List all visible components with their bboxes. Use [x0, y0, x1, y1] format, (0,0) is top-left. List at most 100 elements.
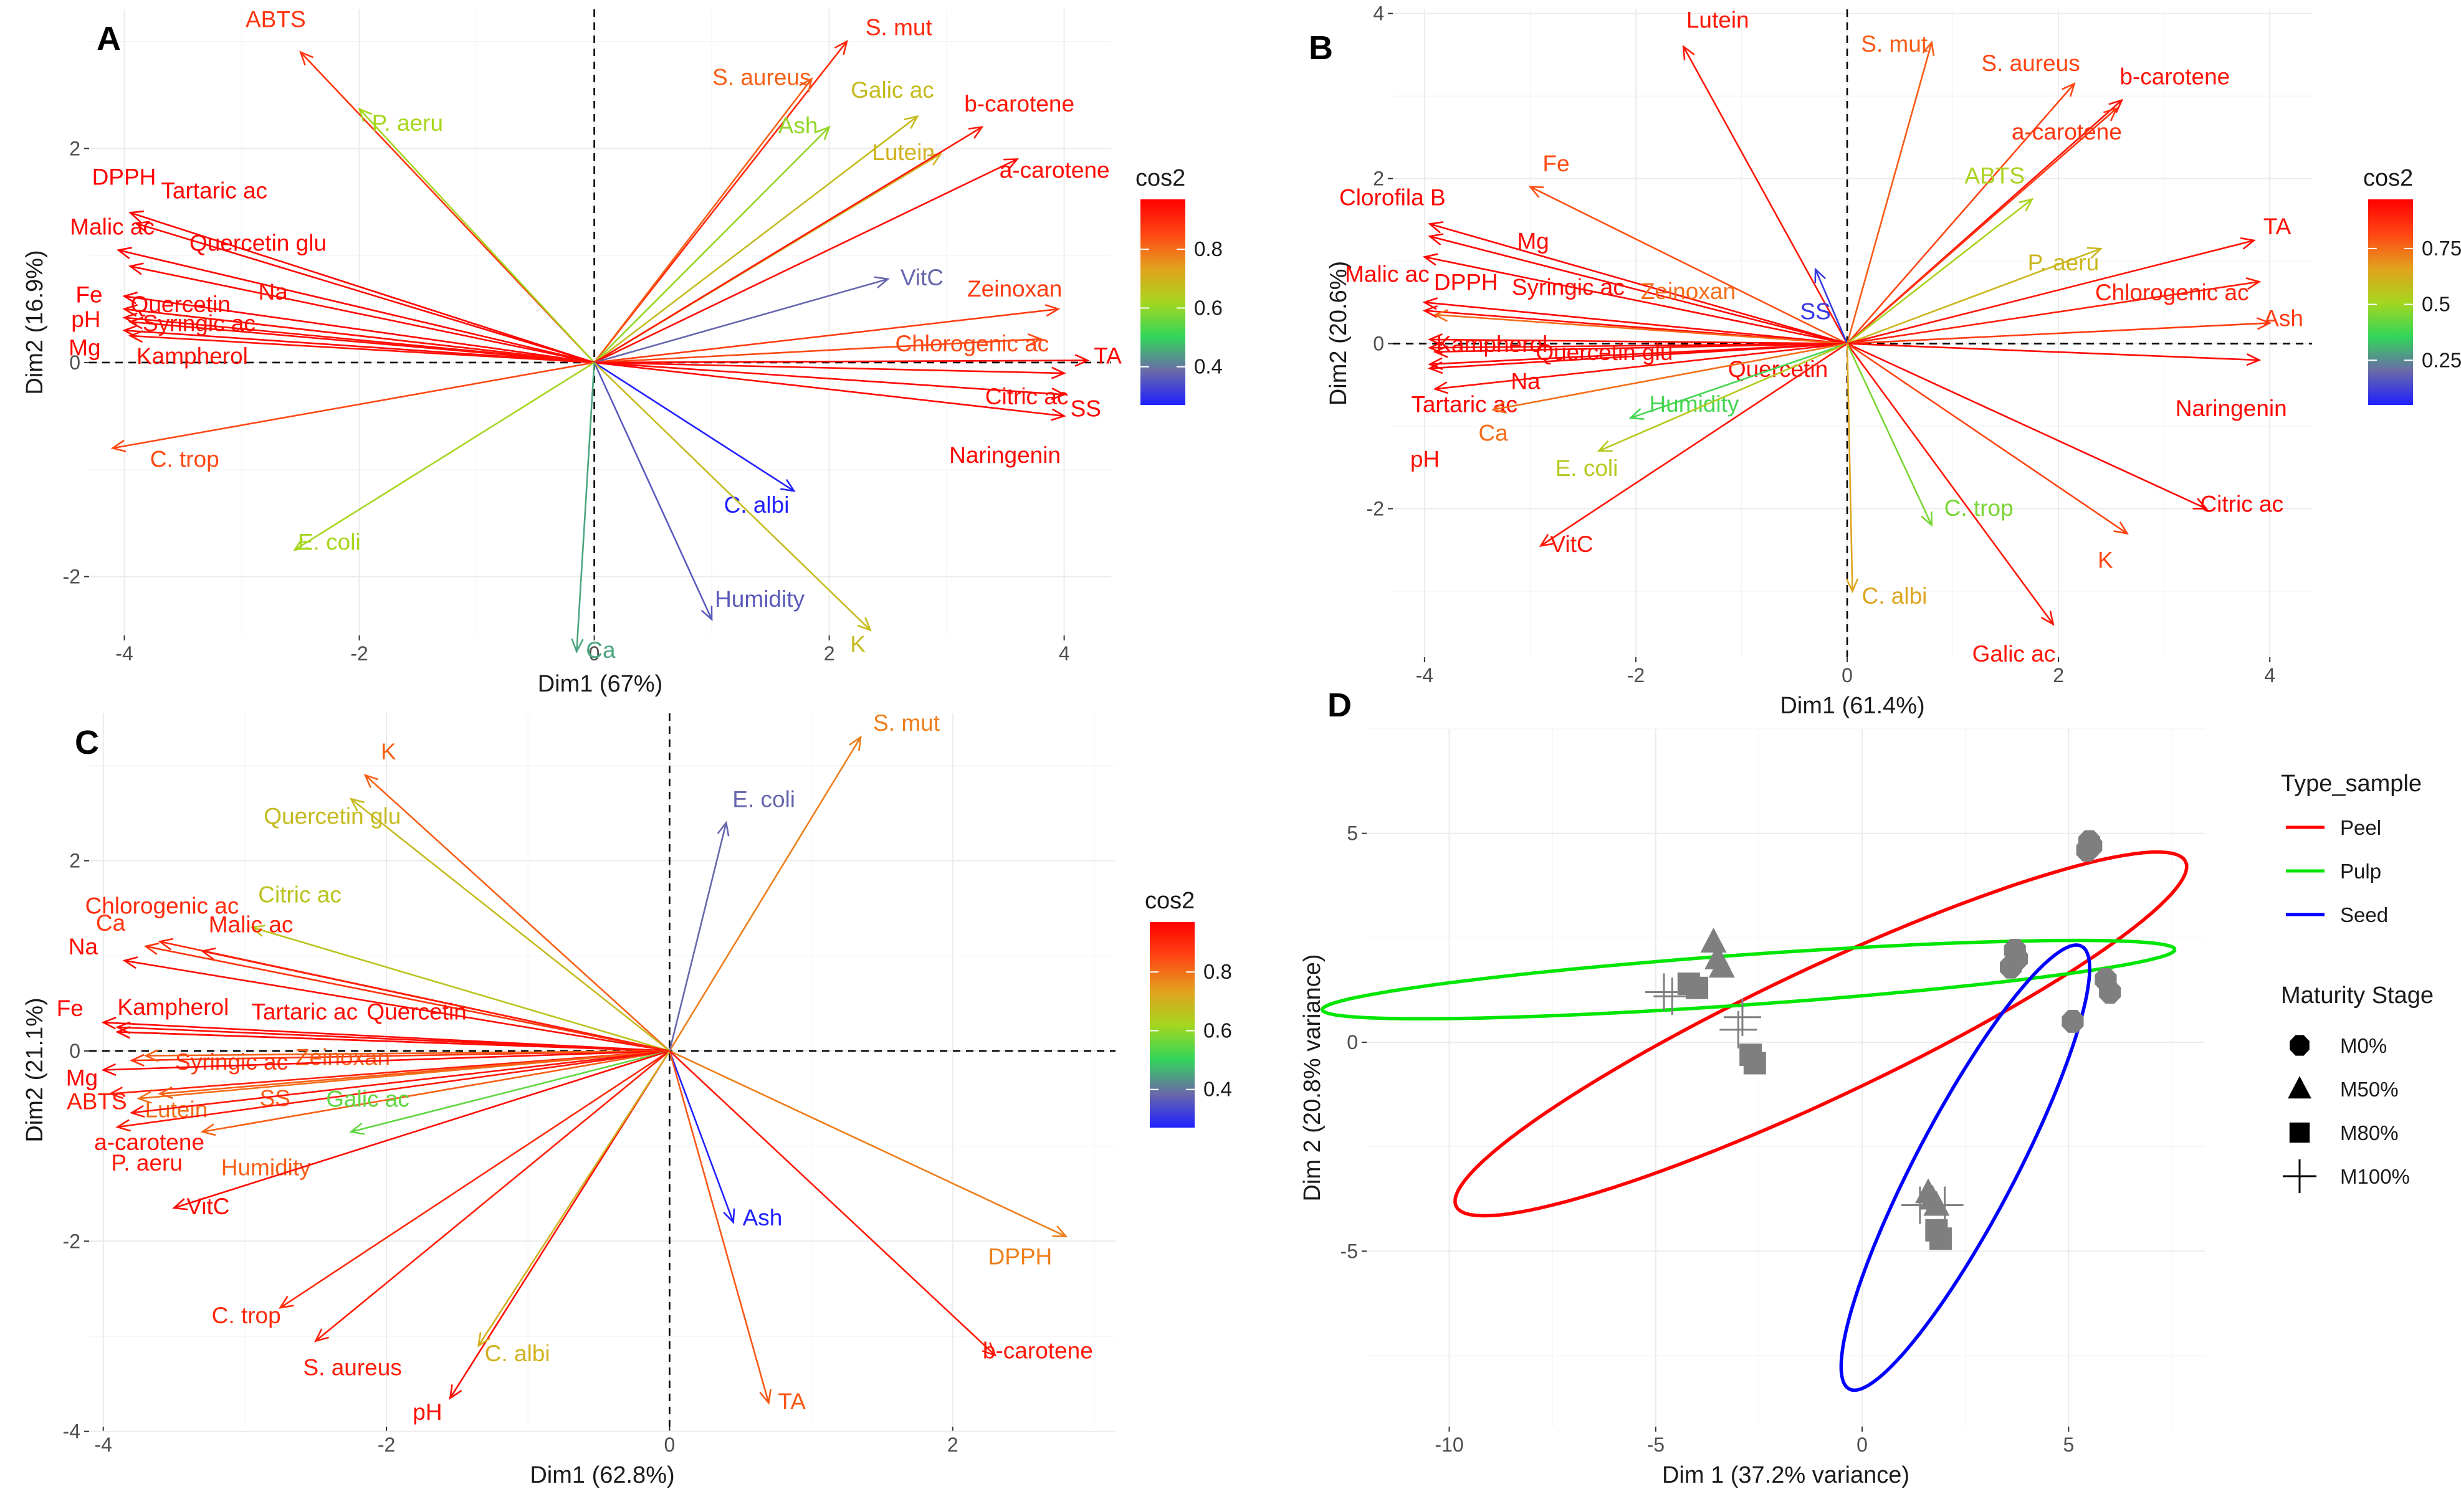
variable-e-coli: E. coli	[293, 361, 595, 555]
label-naringenin: Naringenin	[2176, 396, 2287, 421]
variable-s-aureus: S. aureus	[303, 1050, 671, 1381]
arrowhead-a-carotene	[1003, 158, 1020, 171]
arrowhead-quercetin	[1433, 345, 1448, 358]
label-ca: Ca	[586, 637, 616, 663]
variable-dpph: DPPH	[669, 1050, 1068, 1270]
variable-c-trop: C. trop	[212, 1050, 671, 1328]
label-fe: Fe	[1542, 151, 1569, 176]
arrowhead-ca	[1491, 401, 1507, 414]
label-b-carotene: b-carotene	[964, 91, 1074, 116]
arrowhead-chlorogenic-ac	[158, 938, 174, 951]
arrowhead-syringic-ac	[1422, 305, 1438, 318]
label-ash: Ash	[778, 113, 818, 138]
colorbar-tick-label: 0.8	[1203, 960, 1232, 983]
label-quercetin: Quercetin	[1728, 356, 1828, 382]
arrowhead-naringenin	[2246, 353, 2262, 366]
label-malic-ac: Malic ac	[1345, 261, 1430, 287]
label-tartaric-ac: Tartaric ac	[251, 999, 358, 1024]
arrow-s-aureus	[1847, 83, 2075, 345]
label-vitc: VitC	[901, 265, 944, 290]
label-ss: SS	[1071, 396, 1101, 421]
label-zeinoxan: Zeinoxan	[967, 276, 1062, 302]
y-axis-title: Dim2 (16.9%)	[22, 250, 48, 394]
arrow-ss	[1814, 269, 1848, 345]
label-s-mut: S. mut	[873, 710, 940, 736]
label-c-trop: C. trop	[212, 1303, 281, 1328]
x-axis-title: Dim1 (62.8%)	[530, 1462, 674, 1488]
label-chlorogenic-ac: Chlorogenic ac	[2095, 280, 2249, 305]
arrowhead-chlorogenic-ac	[1027, 333, 1043, 346]
variable-s-aureus: S. aureus	[1847, 50, 2080, 345]
arrowhead-ss	[1814, 267, 1827, 283]
arrow-p-aeru	[1847, 247, 2101, 345]
cos2-legend: cos2 0.25 0.5 0.75	[2363, 165, 2461, 405]
label-zeinoxan: Zeinoxan	[1641, 278, 1736, 304]
x-tick-label: 0	[664, 1434, 676, 1456]
arrowhead-quercetin-glu	[128, 262, 144, 275]
arrowhead-ta	[2240, 237, 2256, 250]
legend-label-m100: M100%	[2340, 1165, 2410, 1188]
label-a-carotene: a-carotene	[1000, 158, 1110, 183]
arrowhead-ca	[143, 942, 160, 955]
arrow-chlorogenic-ac	[1847, 280, 2260, 345]
arrowhead-a-carotene	[2103, 107, 2118, 121]
variable-fe: Fe	[1528, 151, 1848, 345]
label-a-carotene: a-carotene	[2012, 119, 2122, 145]
label-fe: Fe	[57, 996, 84, 1021]
arrow-zeinoxan	[594, 308, 1059, 364]
y-tick-label: 0	[69, 1040, 80, 1062]
arrow-ph	[1435, 343, 1848, 390]
arrowhead-malic-ac	[117, 247, 132, 259]
label-ph: pH	[1410, 446, 1440, 472]
arrow-humidity	[202, 1050, 670, 1133]
label-ph: pH	[71, 307, 100, 332]
arrowhead-ash	[2257, 317, 2272, 330]
label-e-coli: E. coli	[298, 530, 361, 555]
arrow-ca	[1493, 343, 1848, 411]
legend-label-m80: M80%	[2340, 1121, 2399, 1144]
variable-s-mut: S. mut	[593, 15, 932, 363]
colorbar-tick-label: 0.6	[1194, 296, 1223, 319]
variable-kampherol: Kampherol	[1428, 331, 1848, 357]
arrowhead-naringenin	[1051, 408, 1066, 421]
arrow-e-coli	[1598, 343, 1848, 452]
variable-syringic-ac: Syringic ac	[128, 311, 595, 364]
arrowhead-abts	[108, 1086, 124, 1100]
variable-kampherol: Kampherol	[115, 994, 670, 1052]
colorbar	[1140, 199, 1185, 405]
label-s-aureus: S. aureus	[303, 1355, 401, 1381]
variable-vitc: VitC	[172, 1050, 670, 1219]
variable-dpph: DPPH	[1422, 269, 1848, 345]
variable-kampherol: Kampherol	[128, 330, 595, 369]
ellipse-peel	[1453, 850, 2189, 1218]
label-e-coli: E. coli	[1555, 455, 1618, 481]
arrow-na	[124, 959, 670, 1052]
legend-title-maturity-stage: Maturity Stage	[2281, 982, 2434, 1009]
arrow-c-albi	[1846, 343, 1853, 592]
variable-citric-ac: Citric ac	[250, 882, 670, 1052]
label-galic-ac: Galic ac	[851, 77, 934, 103]
point-triangle	[1704, 944, 1731, 969]
ellipse-pulp	[1320, 938, 2177, 1021]
label-e-coli: E. coli	[732, 787, 795, 812]
legend-label-peel: Peel	[2340, 816, 2381, 839]
arrowhead-s-mut	[1922, 40, 1935, 56]
point-cross	[1645, 973, 1683, 1011]
arrowhead-k	[363, 774, 379, 788]
variable-na: Na	[122, 279, 595, 364]
label-malic-ac: Malic ac	[70, 214, 155, 240]
arrow-s-mut	[669, 736, 862, 1052]
arrowhead-fe	[101, 1017, 117, 1030]
variable-quercetin-glu: Quercetin glu	[264, 797, 671, 1052]
arrow-c-trop	[112, 361, 595, 449]
colorbar-tick-label: 0.4	[1203, 1078, 1232, 1101]
label-mg: Mg	[1517, 228, 1549, 254]
arrow-malic-ac	[118, 249, 595, 364]
arrow-dpph	[130, 212, 595, 364]
x-tick-label: 0	[1857, 1434, 1868, 1456]
variable-humidity: Humidity	[1628, 343, 1848, 421]
arrowhead-p-aeru	[115, 1119, 131, 1132]
variable-b-carotene: b-carotene	[593, 91, 1074, 364]
label-chlorogenic-ac: Chlorogenic ac	[895, 331, 1049, 356]
arrow-galic-ac	[350, 1050, 670, 1133]
